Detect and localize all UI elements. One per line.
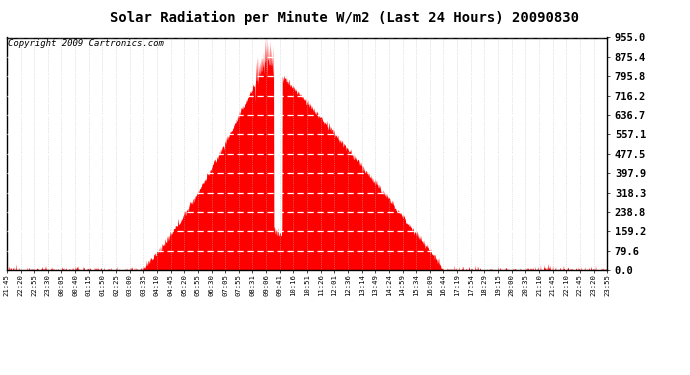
Text: Copyright 2009 Cartronics.com: Copyright 2009 Cartronics.com [8, 39, 164, 48]
Text: Solar Radiation per Minute W/m2 (Last 24 Hours) 20090830: Solar Radiation per Minute W/m2 (Last 24… [110, 11, 580, 26]
